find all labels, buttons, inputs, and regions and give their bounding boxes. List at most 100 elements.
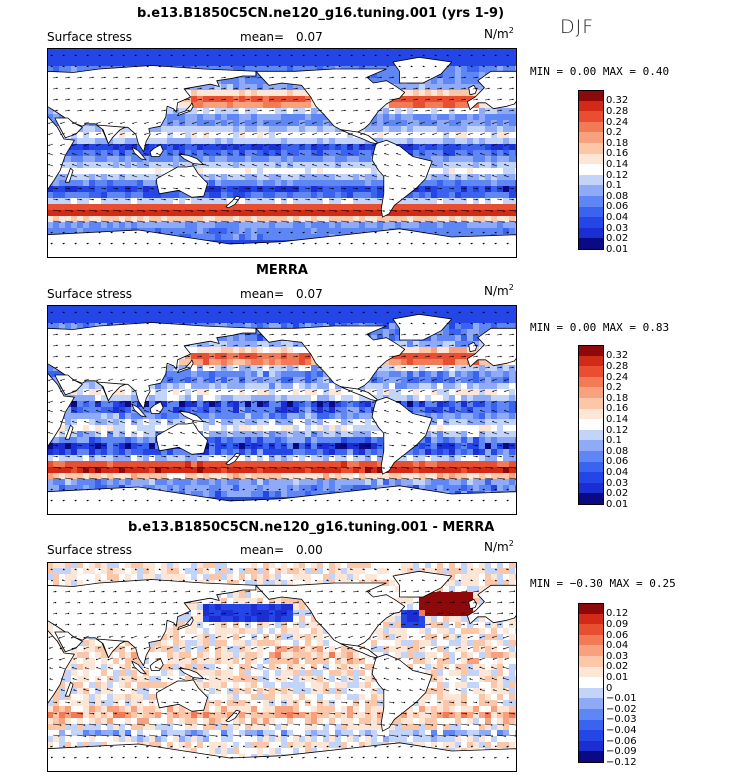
stress-arrow-head xyxy=(368,198,370,201)
stress-arrow-head xyxy=(59,210,61,212)
stress-cell xyxy=(479,102,486,109)
stress-cell xyxy=(275,216,282,223)
stress-cell xyxy=(215,114,222,121)
stress-cell xyxy=(461,341,468,348)
stress-arrow xyxy=(292,209,301,212)
stress-cell xyxy=(479,228,486,235)
stress-arrow-head xyxy=(272,187,274,190)
stress-cell xyxy=(299,54,306,61)
stress-cell xyxy=(341,144,348,151)
stress-cell xyxy=(341,138,348,145)
stress-arrow-head xyxy=(336,163,338,166)
stress-cell xyxy=(317,180,324,187)
stress-arrow-head xyxy=(326,65,329,68)
stress-arrow-head xyxy=(48,163,50,166)
stress-cell xyxy=(251,186,258,193)
stress-cell xyxy=(209,132,216,139)
stress-cell xyxy=(179,192,186,199)
stress-cell xyxy=(299,156,306,163)
stress-cell xyxy=(71,180,78,187)
stress-cell xyxy=(449,341,456,348)
stress-cell xyxy=(137,317,144,324)
stress-arrow xyxy=(144,153,150,156)
stress-cell xyxy=(83,186,90,193)
stress-cell xyxy=(263,96,270,103)
stress-arrow xyxy=(312,164,318,167)
stress-arrow-head xyxy=(372,163,374,166)
stress-cell xyxy=(275,204,282,211)
stress-cell xyxy=(449,132,456,139)
stress-arrow-head xyxy=(504,174,506,177)
stress-cell xyxy=(479,60,486,67)
stress-cell xyxy=(425,90,432,97)
stress-cell xyxy=(149,198,156,205)
stress-cell xyxy=(365,48,372,55)
stress-arrow xyxy=(280,220,289,223)
stress-arrow-head xyxy=(248,98,250,101)
stress-arrow xyxy=(240,143,246,146)
stress-cell xyxy=(197,60,204,67)
stress-cell xyxy=(263,108,270,115)
stress-arrow xyxy=(456,143,462,146)
stress-cell xyxy=(413,102,420,109)
stress-cell xyxy=(197,353,204,360)
stress-arrow-head xyxy=(456,122,458,125)
stress-cell xyxy=(215,192,222,199)
stress-arrow-head xyxy=(455,210,457,212)
stress-cell xyxy=(221,138,228,145)
stress-cell xyxy=(431,132,438,139)
stress-cell xyxy=(443,144,450,151)
stress-cell xyxy=(287,84,294,91)
stress-cell xyxy=(281,138,288,145)
stress-cell xyxy=(287,132,294,139)
stress-cell xyxy=(209,186,216,193)
stress-cell xyxy=(383,72,390,79)
stress-cell xyxy=(251,222,258,229)
stress-cell xyxy=(377,186,384,193)
stress-cell xyxy=(485,186,492,193)
stress-arrow xyxy=(312,175,318,178)
stress-cell xyxy=(197,347,204,354)
stress-cell xyxy=(233,168,240,175)
stress-arrow-head xyxy=(464,187,466,190)
stress-cell xyxy=(503,150,510,157)
stress-cell xyxy=(209,114,216,121)
stress-cell xyxy=(233,126,240,133)
stress-cell xyxy=(173,228,180,235)
stress-arrow-head xyxy=(287,221,289,223)
stress-cell xyxy=(125,138,132,145)
stress-cell xyxy=(221,186,228,193)
stress-cell xyxy=(155,138,162,145)
stress-cell xyxy=(329,174,336,181)
stress-arrow-head xyxy=(86,65,89,68)
stress-arrow-head xyxy=(404,76,406,79)
stress-cell xyxy=(215,210,222,217)
stress-arrow-head xyxy=(132,152,134,155)
stress-arrow-head xyxy=(314,242,317,245)
stress-cell xyxy=(299,198,306,205)
stress-arrow xyxy=(132,143,138,146)
stress-arrow xyxy=(288,153,294,156)
stress-arrow-head xyxy=(120,174,122,177)
stress-arrow-head xyxy=(338,54,341,57)
stress-cell xyxy=(275,359,282,366)
stress-cell xyxy=(425,156,432,163)
stress-cell xyxy=(257,138,264,145)
stress-cell xyxy=(95,305,102,312)
stress-arrow-head xyxy=(276,163,278,166)
stress-arrow-head xyxy=(96,163,98,166)
stress-cell xyxy=(491,156,498,163)
stress-cell xyxy=(191,102,198,109)
stress-cell xyxy=(203,216,210,223)
stress-arrow xyxy=(72,153,78,156)
stress-arrow-head xyxy=(500,87,502,90)
stress-arrow-head xyxy=(380,76,382,79)
stress-cell xyxy=(323,54,330,61)
stress-cell xyxy=(335,317,342,324)
stress-arrow-head xyxy=(158,231,161,234)
stress-arrow-head xyxy=(452,187,454,190)
stress-arrow xyxy=(264,143,270,146)
stress-arrow xyxy=(400,220,409,223)
stress-arrow-head xyxy=(420,174,422,177)
stress-cell xyxy=(479,48,486,55)
